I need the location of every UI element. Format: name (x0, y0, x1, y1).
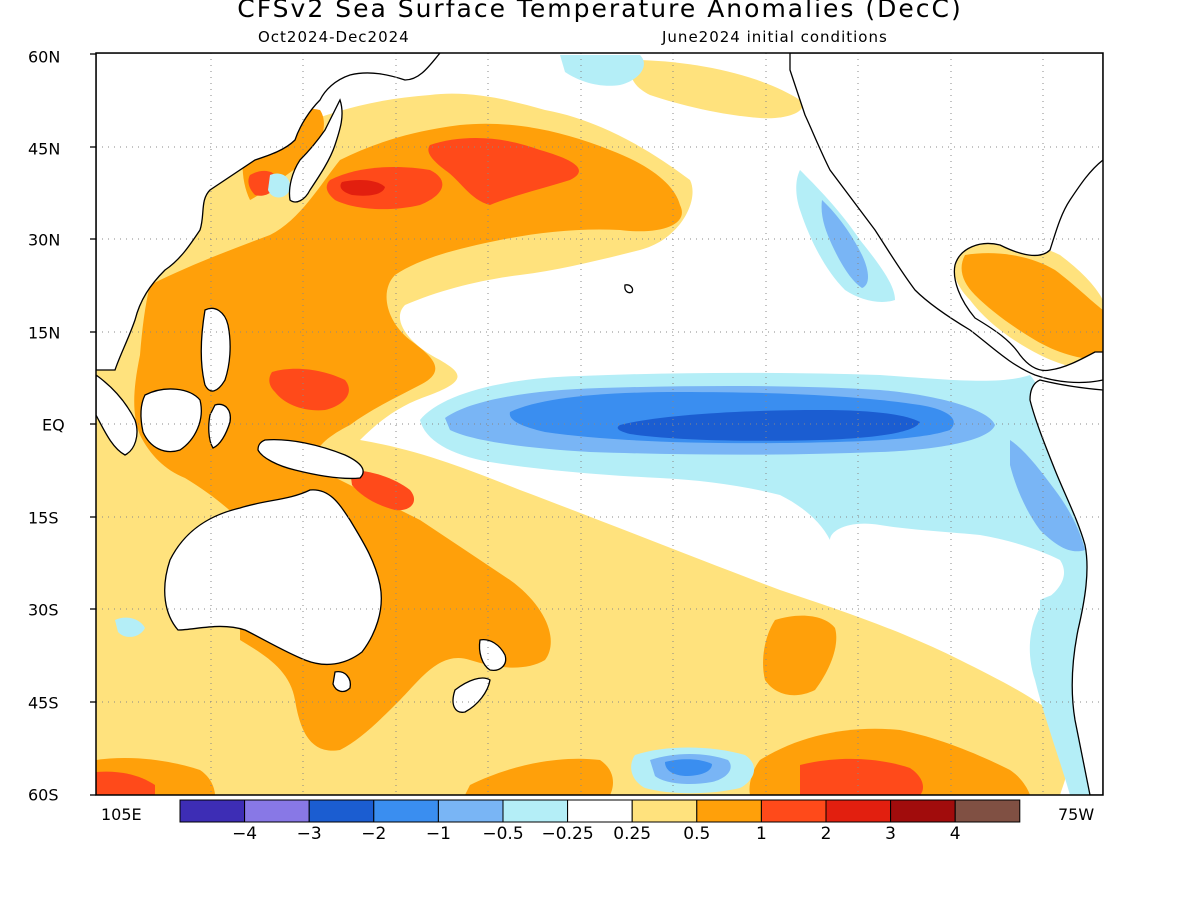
colorbar-swatch (437, 799, 504, 823)
moderate-warm-south-of-australia (465, 758, 613, 795)
sumatra (96, 374, 138, 456)
lat-label-60n: 60N (28, 47, 61, 67)
warm-region-south-indian (96, 480, 200, 700)
lat-label-45n: 45N (28, 139, 61, 159)
colorbar-swatch (696, 799, 762, 823)
colorbar-swatch (890, 799, 956, 823)
sulawesi (208, 403, 231, 449)
moderate-warm-south-central (763, 615, 837, 696)
colorbar (179, 799, 1021, 823)
warm-region-subpolar-north (631, 60, 803, 119)
philippines (200, 307, 231, 392)
colorbar-tick-label: −3 (296, 824, 322, 844)
chart-title: CFSv2 Sea Surface Temperature Anomalies … (237, 0, 963, 23)
strong-warm-central-north (428, 138, 579, 205)
colorbar-swatch (502, 799, 569, 823)
colorbar-tick-label: 2 (820, 824, 832, 844)
japan (288, 98, 343, 203)
colorbar-tick-label: 3 (885, 824, 897, 844)
colorbar-tick-label: −0.5 (482, 824, 524, 844)
very-strong-cool-equatorial (617, 410, 920, 441)
lat-ticks (90, 53, 96, 796)
colorbar-tick-label: 1 (755, 824, 767, 844)
new-zealand-south (452, 677, 491, 713)
colorbar-swatch (308, 799, 375, 823)
colorbar-tick-label: −2 (361, 824, 387, 844)
strong-warm-philippine-sea (269, 368, 349, 411)
lat-label-45s: 45S (28, 693, 59, 713)
hawaii (624, 284, 634, 294)
lat-label-15n: 15N (28, 323, 61, 343)
moderate-cool-california (821, 200, 868, 288)
colorbar-swatch (567, 799, 633, 823)
new-zealand-north (478, 639, 507, 671)
borneo (140, 388, 202, 453)
colorbar-swatch (179, 799, 246, 823)
strong-warm-south-ocean (800, 758, 923, 795)
strong-warm-sw-corner (96, 771, 155, 795)
moderate-cool-peru-coast (1010, 440, 1085, 552)
strong-cool-southern (665, 759, 712, 776)
colorbar-tick-label: 0.5 (683, 824, 711, 844)
colorbar-tick-label: −1 (425, 824, 451, 844)
lon-label-75w: 75W (1058, 805, 1095, 824)
gridlines (96, 53, 1103, 795)
australia (164, 489, 382, 666)
initial-conditions: June2024 initial conditions (662, 28, 888, 46)
forecast-period: Oct2024-Dec2024 (258, 28, 410, 46)
very-strong-warm-nw-pacific (340, 179, 385, 196)
colorbar-swatch (244, 799, 310, 823)
colorbar-swatch (825, 799, 892, 823)
colorbar-swatch (954, 799, 1021, 823)
moderate-warm-gulf (961, 253, 1103, 360)
lat-label-30n: 30N (28, 230, 61, 250)
strong-warm-coral-sea (350, 470, 415, 511)
cool-region-north-pacific (560, 55, 644, 86)
colorbar-tick-label: 0.25 (613, 824, 652, 844)
cool-spot-japan (268, 173, 291, 198)
colorbar-tick-label: 4 (949, 824, 961, 844)
colorbar-swatch (760, 799, 827, 823)
tasmania (332, 671, 351, 693)
colorbar-swatch (631, 799, 698, 823)
lat-label-30s: 30S (28, 600, 59, 620)
colorbar-tick-label: −4 (232, 824, 258, 844)
colorbar-tick-label: −0.25 (541, 824, 594, 844)
new-guinea (257, 439, 364, 480)
lon-label-105e: 105E (101, 805, 142, 824)
lat-label-eq: EQ (42, 415, 65, 435)
lat-label-15s: 15S (28, 508, 59, 528)
cool-region-equatorial-tongue (420, 372, 1103, 795)
anomaly-field (96, 53, 1103, 795)
lat-label-60s: 60S (28, 785, 59, 805)
asia-coast (96, 53, 441, 371)
coastlines (96, 53, 1103, 795)
north-america (789, 53, 1103, 384)
south-america (1029, 379, 1103, 795)
cool-spot-south-indian (115, 617, 145, 637)
colorbar-swatch (373, 799, 439, 823)
